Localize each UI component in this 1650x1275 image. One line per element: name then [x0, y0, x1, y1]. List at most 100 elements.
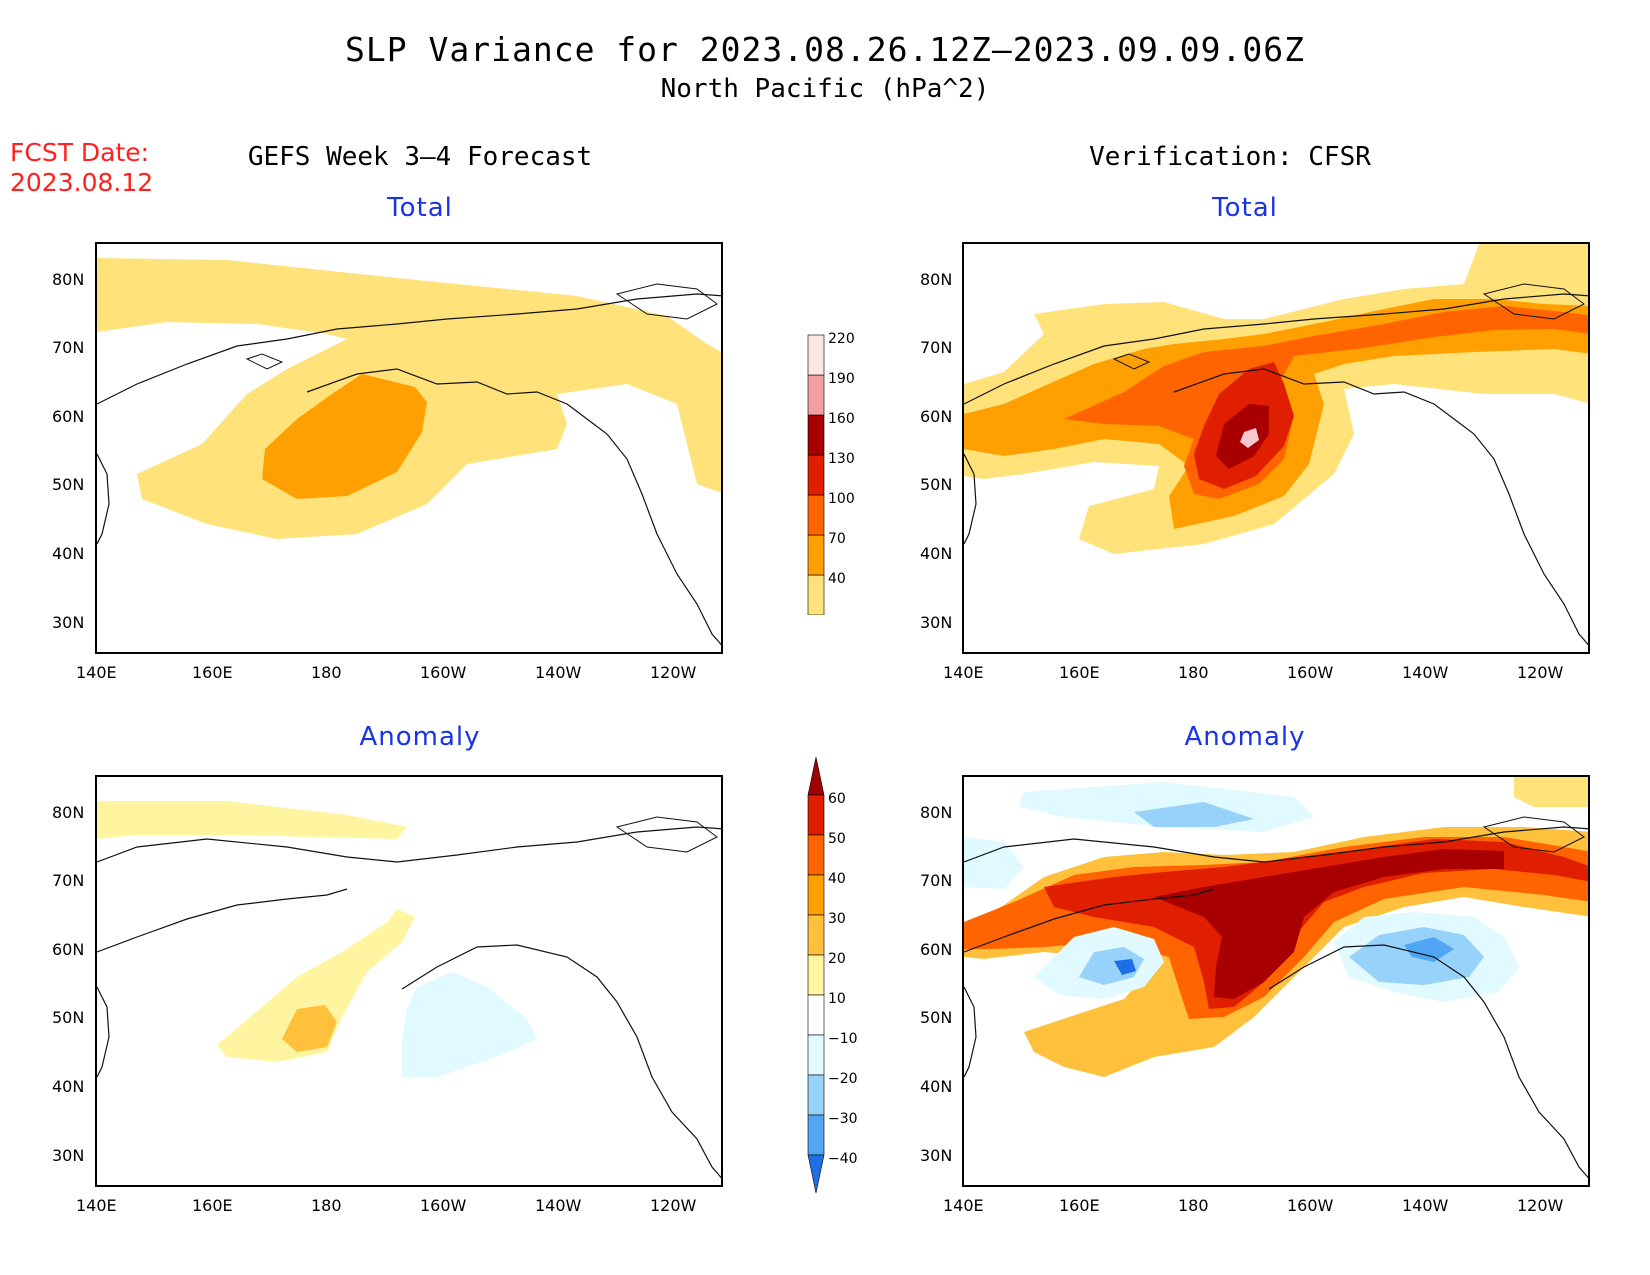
lon-tick: 120W — [1517, 1196, 1564, 1215]
map-verification-anomaly-field — [964, 777, 1588, 1179]
lat-tick: 80N — [920, 803, 953, 822]
colorbar-swatch — [807, 574, 825, 615]
left-column-title: GEFS Week 3–4 Forecast — [247, 142, 593, 172]
map-forecast-total-field — [97, 258, 721, 646]
map-verification-total-field — [964, 244, 1588, 646]
panel-title-forecast-anomaly: Anomaly — [359, 722, 481, 752]
colorbar-swatch — [807, 794, 825, 836]
lat-tick: 40N — [920, 544, 953, 563]
total-colorbar-label: 100 — [828, 491, 855, 507]
lon-tick: 160E — [1059, 663, 1100, 682]
lat-tick: 50N — [52, 1008, 85, 1027]
total-colorbar-label: 70 — [828, 531, 846, 547]
anomaly-colorbar-label: 20 — [828, 951, 846, 967]
main-title: SLP Variance for 2023.08.26.12Z–2023.09.… — [345, 30, 1305, 69]
colorbar-swatch — [807, 834, 825, 876]
lat-tick: 40N — [52, 544, 85, 563]
map-forecast-anomaly-field — [97, 801, 721, 1179]
lon-tick: 120W — [650, 1196, 697, 1215]
lat-tick: 70N — [920, 338, 953, 357]
lat-tick: 40N — [52, 1077, 85, 1096]
lat-tick: 60N — [920, 940, 953, 959]
lat-tick: 50N — [920, 475, 953, 494]
colorbar-swatch — [807, 874, 825, 916]
lat-tick: 30N — [920, 1146, 953, 1165]
anomaly-colorbar-label: −10 — [828, 1031, 858, 1047]
colorbar-swatch — [807, 954, 825, 996]
map-forecast-total — [95, 242, 723, 654]
lat-tick: 80N — [920, 270, 953, 289]
lon-tick: 160E — [192, 1196, 233, 1215]
colorbar-swatch — [807, 534, 825, 576]
lon-tick: 160W — [420, 663, 467, 682]
map-verification-anomaly — [962, 775, 1590, 1187]
lat-tick: 70N — [52, 338, 85, 357]
total-colorbar-swatches — [807, 334, 825, 615]
anomaly-colorbar-label: −20 — [828, 1071, 858, 1087]
lon-tick: 120W — [650, 663, 697, 682]
colorbar-low-cap — [807, 1154, 825, 1194]
anomaly-colorbar-label: 10 — [828, 991, 846, 1007]
lon-tick: 160E — [192, 663, 233, 682]
lon-tick: 180 — [1178, 663, 1209, 682]
anomaly-colorbar-label: 30 — [828, 911, 846, 927]
colorbar-swatch — [807, 994, 825, 1036]
lon-tick: 140E — [76, 663, 117, 682]
lat-tick: 70N — [920, 871, 953, 890]
lon-tick: 140E — [943, 1196, 984, 1215]
anomaly-colorbar-label: 50 — [828, 831, 846, 847]
lon-tick: 180 — [1178, 1196, 1209, 1215]
colorbar-swatch — [807, 914, 825, 956]
lat-tick: 60N — [52, 940, 85, 959]
lon-tick: 140W — [1402, 1196, 1449, 1215]
anomaly-colorbar-label: −40 — [828, 1151, 858, 1167]
colorbar-swatch — [807, 1114, 825, 1156]
main-subtitle: North Pacific (hPa^2) — [660, 74, 990, 104]
lat-tick: 60N — [52, 407, 85, 426]
total-colorbar: 40 70 100 130 160 190 220 — [800, 285, 910, 615]
lat-tick: 80N — [52, 803, 85, 822]
anomaly-colorbar: 60 50 40 30 20 10 −10 −20 −30 −40 — [800, 755, 910, 1210]
colorbar-swatch — [807, 1034, 825, 1076]
total-colorbar-label: 40 — [828, 571, 846, 587]
colorbar-swatch — [807, 1074, 825, 1116]
total-colorbar-label: 130 — [828, 451, 855, 467]
lon-tick: 160W — [1287, 663, 1334, 682]
lon-tick: 140W — [535, 663, 582, 682]
lat-tick: 50N — [920, 1008, 953, 1027]
map-forecast-anomaly — [95, 775, 723, 1187]
anomaly-colorbar-swatches — [807, 756, 825, 1194]
forecast-date-label: FCST Date: — [10, 138, 150, 167]
map-verification-total — [962, 242, 1590, 654]
lon-tick: 160W — [420, 1196, 467, 1215]
lon-tick: 160W — [1287, 1196, 1334, 1215]
colorbar-swatch — [807, 414, 825, 456]
lon-tick: 180 — [311, 1196, 342, 1215]
lat-tick: 70N — [52, 871, 85, 890]
panel-title-verification-anomaly: Anomaly — [1184, 722, 1306, 752]
lat-tick: 30N — [920, 613, 953, 632]
lat-tick: 60N — [920, 407, 953, 426]
forecast-date-value: 2023.08.12 — [10, 168, 154, 197]
total-colorbar-label: 220 — [828, 331, 855, 347]
colorbar-swatch — [807, 334, 825, 376]
colorbar-swatch — [807, 454, 825, 496]
lat-tick: 30N — [52, 613, 85, 632]
panel-title-forecast-total: Total — [387, 193, 453, 223]
anomaly-colorbar-label: 60 — [828, 791, 846, 807]
lon-tick: 140E — [76, 1196, 117, 1215]
lon-tick: 140W — [1402, 663, 1449, 682]
lat-tick: 80N — [52, 270, 85, 289]
colorbar-swatch — [807, 374, 825, 416]
lon-tick: 160E — [1059, 1196, 1100, 1215]
lon-tick: 120W — [1517, 663, 1564, 682]
anomaly-colorbar-label: 40 — [828, 871, 846, 887]
colorbar-high-cap — [807, 756, 825, 796]
right-column-title: Verification: CFSR — [1089, 142, 1371, 172]
total-colorbar-label: 160 — [828, 411, 855, 427]
anomaly-colorbar-label: −30 — [828, 1111, 858, 1127]
lat-tick: 30N — [52, 1146, 85, 1165]
colorbar-swatch — [807, 494, 825, 536]
lat-tick: 50N — [52, 475, 85, 494]
panel-title-verification-total: Total — [1212, 193, 1278, 223]
